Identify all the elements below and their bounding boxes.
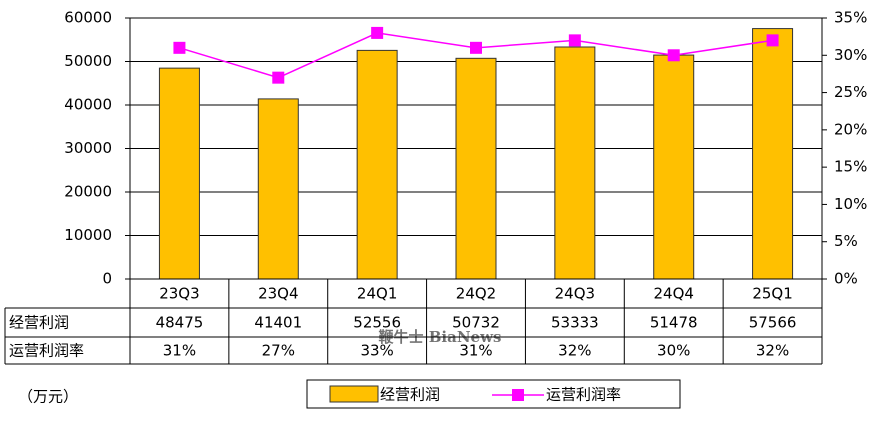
legend-marker: [512, 389, 524, 401]
y-tick-label: 20000: [64, 183, 112, 201]
x-tick-label: 24Q2: [456, 285, 496, 303]
bar: [554, 46, 596, 280]
table-cell: 33%: [360, 342, 393, 360]
table-cell: 57566: [749, 314, 797, 332]
y2-tick-label: 5%: [834, 232, 858, 250]
table-cell: 31%: [459, 342, 492, 360]
row-header: 运营利润率: [9, 342, 84, 360]
y-tick-label: 30000: [64, 139, 112, 157]
marker: [371, 26, 384, 39]
bar: [257, 98, 299, 280]
marker: [766, 34, 779, 47]
table-cell: 32%: [558, 342, 591, 360]
legend-swatch: [329, 385, 379, 403]
legend-label: 经营利润: [380, 386, 440, 404]
y2-tick-label: 35%: [834, 9, 867, 27]
row-header: 经营利润: [9, 314, 69, 332]
x-tick-label: 24Q1: [357, 285, 397, 303]
marker: [568, 34, 581, 47]
x-tick-label: 25Q1: [752, 285, 792, 303]
y2-tick-label: 10%: [834, 195, 867, 213]
table-cell: 48475: [156, 314, 204, 332]
y2-tick-label: 30%: [834, 46, 867, 64]
y-tick-label: 50000: [64, 52, 112, 70]
table-cell: 30%: [657, 342, 690, 360]
y-tick-label: 40000: [64, 96, 112, 114]
table-cell: 32%: [756, 342, 789, 360]
watermark: 鞭牛士 BiaNews: [379, 328, 502, 346]
bar: [455, 57, 497, 280]
bar: [158, 67, 200, 280]
y2-tick-label: 25%: [834, 83, 867, 101]
y2-tick-label: 20%: [834, 120, 867, 138]
y2-tick-label: 15%: [834, 158, 867, 176]
y-tick-label: 10000: [64, 226, 112, 244]
table-cell: 52556: [353, 314, 401, 332]
bar: [752, 28, 794, 280]
x-tick-label: 23Q4: [258, 285, 298, 303]
marker: [173, 41, 186, 54]
bar: [653, 54, 695, 280]
table-cell: 53333: [551, 314, 599, 332]
marker: [667, 49, 680, 62]
y2-tick-label: 0%: [834, 270, 858, 288]
marker: [470, 41, 482, 54]
x-tick-label: 24Q3: [555, 285, 595, 303]
table-cell: 51478: [650, 314, 698, 332]
bar: [356, 49, 398, 280]
table-cell: 31%: [163, 342, 196, 360]
table-cell: 41401: [254, 314, 302, 332]
x-tick-label: 23Q3: [159, 285, 199, 303]
table-cell: 50732: [452, 314, 500, 332]
y-tick-label: 60000: [64, 9, 112, 27]
x-tick-label: 24Q4: [653, 285, 693, 303]
y-tick-label: 0: [102, 270, 112, 288]
marker: [272, 71, 285, 84]
table-cell: 27%: [262, 342, 295, 360]
unit-label: （万元）: [18, 388, 78, 406]
legend-label: 运营利润率: [546, 386, 621, 404]
